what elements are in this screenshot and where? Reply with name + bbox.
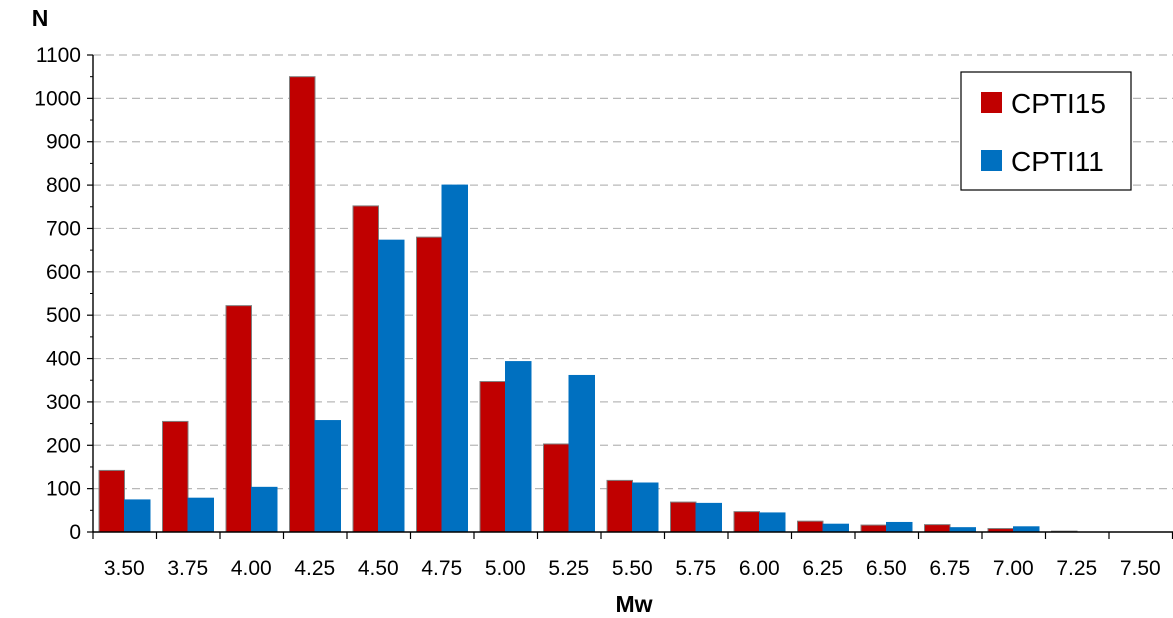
x-tick-label: 4.00: [231, 557, 272, 580]
y-tick-label: 500: [46, 304, 81, 327]
x-tick-label: 6.25: [802, 557, 843, 580]
x-tick-label: 4.50: [358, 557, 399, 580]
legend: CPTI15 CPTI11: [960, 71, 1132, 191]
x-tick-label: 5.75: [675, 557, 716, 580]
bar-cpti11-6.50: [886, 521, 913, 533]
bar-cpti15-5.25: [543, 443, 570, 533]
bar-cpti11-4.00: [251, 486, 278, 533]
bar-cpti15-6.00: [733, 511, 760, 533]
bar-cpti11-4.75: [441, 184, 468, 533]
y-tick-label: 900: [46, 131, 81, 154]
y-tick-label: 800: [46, 174, 81, 197]
x-tick-label: 4.25: [294, 557, 335, 580]
bar-cpti11-3.50: [124, 499, 151, 533]
bar-cpti11-3.75: [187, 497, 214, 533]
bar-cpti15-4.75: [416, 236, 443, 533]
bar-cpti15-3.75: [162, 420, 189, 533]
bar-cpti15-5.75: [670, 501, 697, 533]
y-tick-label: 300: [46, 391, 81, 414]
bar-cpti15-4.00: [225, 305, 252, 533]
bar-cpti11-4.50: [378, 239, 405, 533]
x-tick-label: 6.75: [929, 557, 970, 580]
y-axis: 0 100 200 300 400 500 600 700 800 900 1000 1100: [34, 44, 94, 544]
bar-cpti15-5.50: [606, 479, 633, 533]
y-tick-label: 0: [69, 521, 81, 544]
bar-cpti15-4.50: [352, 205, 379, 533]
legend-swatch-cptI15: [981, 92, 1002, 113]
bar-cpti11-4.25: [314, 420, 341, 533]
x-tick-label: 6.00: [739, 557, 780, 580]
legend-label-cptI15: CPTI15: [1011, 88, 1106, 119]
legend-swatch-cptI11: [981, 150, 1002, 171]
y-axis-title: N: [32, 5, 49, 31]
x-axis-title: Mw: [615, 591, 652, 617]
x-tick-label: 3.50: [104, 557, 145, 580]
y-tick-label: 200: [46, 434, 81, 457]
x-tick-label: 4.75: [421, 557, 462, 580]
bar-cpti11-5.50: [632, 482, 659, 533]
bar-cpti15-5.00: [479, 381, 506, 533]
bar-cpti15-6.50: [860, 524, 887, 533]
y-tick-label: 400: [46, 348, 81, 371]
y-tick-label: 600: [46, 261, 81, 284]
y-tick-label: 1100: [36, 44, 81, 67]
x-tick-label: 5.25: [548, 557, 589, 580]
x-tick-label: 7.00: [993, 557, 1034, 580]
y-tick-label: 700: [46, 217, 81, 240]
bar-cpti11-6.25: [822, 523, 849, 533]
x-axis: 3.50 3.75 4.00 4.25 4.50 4.75 5.00 5.25 5.50 5.75…: [92, 531, 1173, 580]
x-tick-label: 5.50: [612, 557, 653, 580]
x-tick-label: 3.75: [167, 557, 208, 580]
x-tick-label: 7.25: [1056, 557, 1097, 580]
bar-cpti11-6.00: [759, 512, 786, 533]
y-tick-label: 1000: [34, 87, 81, 110]
y-tick-label: 100: [46, 478, 81, 501]
bar-cpti11-5.75: [695, 502, 722, 533]
bar-cpti11-7.00: [1013, 526, 1040, 533]
bar-cpti11-5.25: [568, 374, 595, 533]
x-tick-label: 6.50: [866, 557, 907, 580]
legend-label-cptI11: CPTI11: [1011, 146, 1104, 177]
bar-cpti11-5.00: [505, 361, 532, 533]
bar-cpti15-6.75: [924, 524, 951, 533]
bars: [98, 76, 1078, 533]
x-tick-label: 5.00: [485, 557, 526, 580]
x-tick-label: 7.50: [1120, 557, 1161, 580]
bar-cpti15-3.50: [98, 469, 125, 533]
bar-cpti15-6.25: [797, 520, 824, 533]
bar-cpti15-4.25: [289, 76, 316, 533]
